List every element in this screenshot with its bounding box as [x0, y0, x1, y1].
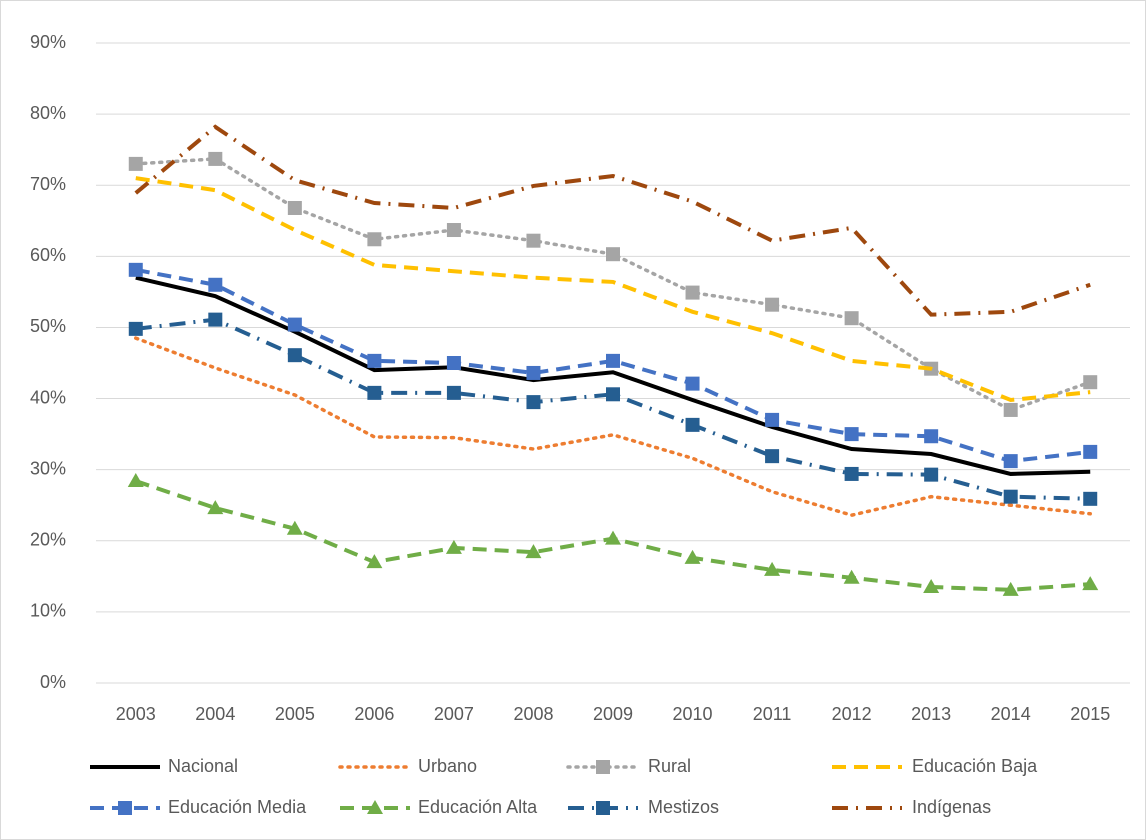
marker — [287, 348, 302, 363]
y-tick-label: 40% — [30, 387, 66, 407]
legend-label: Educación Baja — [912, 756, 1038, 776]
marker — [765, 297, 780, 312]
series-line — [134, 336, 1092, 517]
marker — [844, 427, 859, 442]
marker — [208, 151, 223, 166]
marker — [924, 467, 939, 482]
marker — [606, 353, 620, 368]
series-line — [134, 124, 1091, 317]
y-tick-label: 60% — [30, 245, 66, 265]
marker — [685, 285, 700, 300]
y-tick-label: 50% — [30, 316, 66, 336]
marker — [765, 412, 780, 427]
marker — [1003, 454, 1018, 469]
marker — [128, 321, 143, 336]
x-tick-label: 2004 — [195, 704, 235, 724]
marker — [127, 473, 144, 488]
legend-label: Indígenas — [912, 797, 991, 817]
series-line — [135, 275, 1091, 476]
marker — [765, 449, 780, 464]
marker — [685, 376, 700, 391]
marker — [1003, 489, 1018, 504]
marker — [526, 395, 541, 410]
legend-marker — [118, 801, 132, 815]
marker — [128, 262, 143, 277]
marker — [446, 385, 461, 400]
marker — [445, 539, 462, 554]
marker — [764, 561, 781, 576]
marker — [287, 317, 302, 332]
x-tick-label: 2006 — [354, 704, 394, 724]
marker — [1083, 375, 1098, 390]
marker — [526, 233, 541, 248]
marker — [446, 223, 461, 238]
marker — [923, 579, 940, 593]
marker — [685, 417, 700, 432]
marker — [525, 544, 542, 559]
marker — [367, 232, 382, 247]
marker — [606, 387, 620, 402]
y-tick-label: 70% — [30, 174, 66, 194]
marker — [844, 311, 859, 326]
marker — [366, 554, 383, 569]
x-tick-label: 2015 — [1070, 704, 1110, 724]
x-tick-label: 2007 — [434, 704, 474, 724]
marker — [367, 385, 382, 400]
marker — [287, 200, 302, 215]
marker — [606, 247, 620, 262]
legend-marker — [367, 800, 383, 814]
marker — [128, 156, 143, 171]
marker — [367, 353, 382, 368]
y-tick-label: 80% — [30, 103, 66, 123]
marker — [446, 356, 461, 370]
x-tick-label: 2012 — [832, 704, 872, 724]
marker — [1003, 402, 1018, 417]
marker — [208, 312, 223, 327]
series-line — [135, 176, 1091, 403]
legend-label: Nacional — [168, 756, 238, 776]
marker — [1082, 576, 1099, 591]
marker — [684, 549, 701, 564]
marker — [1002, 581, 1019, 596]
marker — [208, 277, 223, 292]
legend-label: Educación Alta — [418, 797, 538, 817]
legend-marker — [596, 801, 610, 815]
marker — [924, 429, 939, 444]
x-tick-label: 2005 — [275, 704, 315, 724]
marker — [605, 530, 621, 545]
x-tick-label: 2009 — [593, 704, 633, 724]
marker — [1083, 444, 1098, 459]
marker — [844, 466, 859, 481]
x-tick-label: 2014 — [991, 704, 1031, 724]
y-tick-label: 90% — [30, 32, 66, 52]
y-tick-label: 20% — [30, 530, 66, 550]
y-tick-label: 30% — [30, 458, 66, 478]
marker — [1083, 491, 1098, 506]
x-tick-label: 2010 — [673, 704, 713, 724]
legend-label: Educación Media — [168, 797, 307, 817]
x-tick-label: 2011 — [753, 704, 792, 724]
legend-label: Urbano — [418, 756, 477, 776]
legend-marker — [596, 760, 610, 774]
marker — [526, 365, 541, 380]
legend-label: Mestizos — [648, 797, 719, 817]
y-tick-label: 10% — [30, 601, 66, 621]
legend-label: Rural — [648, 756, 691, 776]
marker — [843, 569, 860, 584]
marker — [286, 520, 303, 535]
x-tick-label: 2008 — [513, 704, 553, 724]
x-tick-label: 2003 — [116, 704, 156, 724]
marker — [207, 500, 224, 515]
x-tick-label: 2013 — [911, 704, 951, 724]
y-tick-label: 0% — [40, 672, 66, 692]
